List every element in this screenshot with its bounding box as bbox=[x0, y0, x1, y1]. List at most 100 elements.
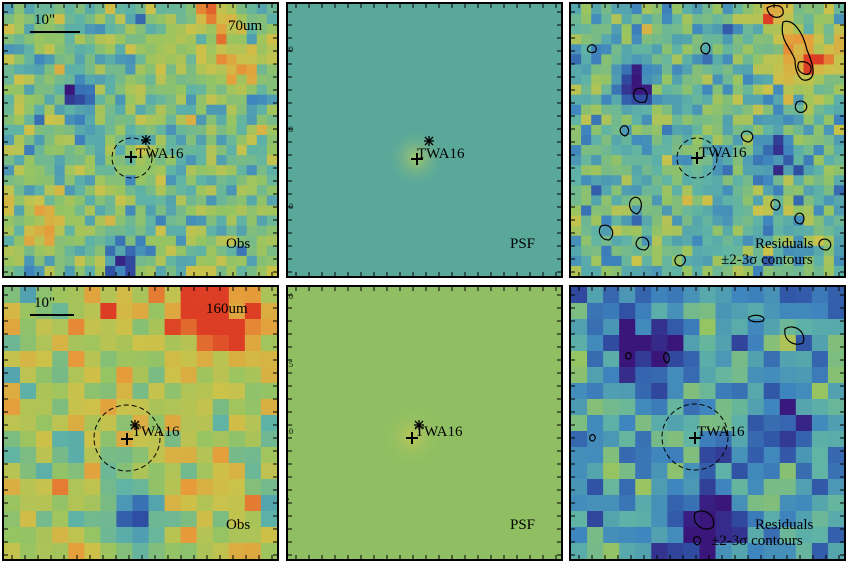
heatmap-pixel bbox=[603, 543, 620, 559]
heatmap-pixel bbox=[793, 215, 805, 227]
heatmap-pixel bbox=[763, 24, 774, 35]
heatmap-pixel bbox=[601, 24, 613, 35]
heatmap-pixel bbox=[34, 255, 46, 267]
heatmap-pixel bbox=[84, 511, 101, 528]
heatmap-pixel bbox=[591, 84, 602, 96]
heatmap-pixel bbox=[682, 64, 693, 76]
heatmap-pixel bbox=[206, 235, 217, 247]
heatmap-pixel bbox=[779, 415, 797, 432]
axis-tick-label: 5 bbox=[288, 495, 289, 503]
heatmap-pixel bbox=[827, 479, 844, 496]
target-label: TWA16 bbox=[697, 424, 745, 440]
heatmap-pixel bbox=[692, 114, 704, 126]
heatmap-pixel bbox=[692, 255, 704, 267]
heatmap-pixel bbox=[715, 351, 733, 368]
heatmap-pixel bbox=[36, 399, 53, 416]
heatmap-pixel bbox=[773, 84, 784, 96]
heatmap-pixel bbox=[732, 245, 744, 257]
heatmap-pixel bbox=[641, 215, 653, 227]
heatmap-pixel bbox=[692, 124, 704, 136]
heatmap-pixel bbox=[216, 124, 228, 136]
heatmap-pixel bbox=[603, 479, 620, 496]
heatmap-pixel bbox=[216, 4, 228, 15]
heatmap-pixel bbox=[662, 94, 673, 106]
heatmap-pixel bbox=[763, 124, 774, 136]
heatmap-pixel bbox=[587, 447, 604, 464]
heatmap-pixel bbox=[732, 94, 744, 106]
heatmap-pixel bbox=[763, 94, 774, 106]
heatmap-pixel bbox=[833, 44, 844, 55]
heatmap-pixel bbox=[601, 34, 613, 45]
heatmap-pixel bbox=[619, 495, 636, 512]
heatmap-pixel bbox=[20, 447, 37, 464]
heatmap-pixel bbox=[702, 14, 714, 25]
heatmap-pixel bbox=[164, 399, 182, 416]
heatmap-pixel bbox=[84, 383, 101, 400]
heatmap-pixel bbox=[14, 245, 25, 257]
heatmap-pixel bbox=[4, 543, 21, 559]
heatmap-pixel bbox=[591, 215, 602, 227]
heatmap-pixel bbox=[682, 255, 693, 267]
heatmap-pixel bbox=[672, 205, 683, 217]
heatmap-pixel bbox=[175, 94, 187, 106]
heatmap-pixel bbox=[833, 145, 844, 156]
heatmap-pixel bbox=[244, 479, 262, 496]
heatmap-pixel bbox=[783, 255, 795, 267]
heatmap-pixel bbox=[619, 415, 636, 432]
heatmap-pixel bbox=[226, 74, 238, 86]
heatmap-pixel bbox=[811, 431, 829, 448]
heatmap-pixel bbox=[783, 24, 795, 35]
heatmap-pixel bbox=[621, 124, 633, 136]
heatmap-pixel bbox=[715, 527, 733, 544]
heatmap-pixel bbox=[682, 235, 693, 247]
heatmap-pixel bbox=[68, 367, 85, 384]
heatmap-pixel bbox=[712, 145, 724, 156]
heatmap-pixel bbox=[244, 367, 262, 384]
heatmap-pixel bbox=[803, 175, 815, 186]
heatmap-pixel bbox=[266, 114, 277, 126]
heatmap-pixel bbox=[823, 24, 835, 35]
corner-label-line1: Residuals bbox=[755, 517, 814, 533]
heatmap-pixel bbox=[833, 215, 844, 227]
heatmap-pixel bbox=[148, 367, 166, 384]
heatmap-pixel bbox=[641, 114, 653, 126]
heatmap-pixel bbox=[260, 511, 277, 528]
heatmap-pixel bbox=[667, 495, 685, 512]
heatmap-pixel bbox=[105, 145, 116, 156]
heatmap-pixel bbox=[591, 255, 602, 267]
heatmap-pixel bbox=[682, 44, 693, 55]
heatmap-pixel bbox=[115, 104, 126, 116]
heatmap-pixel bbox=[84, 479, 101, 496]
heatmap-pixel bbox=[811, 495, 829, 512]
heatmap-pixel bbox=[581, 195, 592, 207]
heatmap-pixel bbox=[196, 185, 207, 196]
heatmap-pixel bbox=[244, 383, 262, 400]
heatmap-pixel bbox=[571, 265, 582, 276]
heatmap-pixel bbox=[699, 543, 717, 559]
panel-psf-160um: 20 15 10 5 TWA16 PSF bbox=[286, 285, 563, 561]
heatmap-pixel bbox=[742, 175, 754, 186]
heatmap-pixel bbox=[236, 74, 248, 86]
heatmap-pixel bbox=[115, 165, 126, 176]
heatmap-pixel bbox=[742, 34, 754, 45]
heatmap-pixel bbox=[226, 64, 238, 76]
heatmap-pixel bbox=[4, 265, 15, 276]
heatmap-pixel bbox=[601, 165, 613, 176]
heatmap-pixel bbox=[175, 165, 187, 176]
heatmap-pixel bbox=[611, 134, 623, 146]
heatmap-pixel bbox=[635, 383, 652, 400]
heatmap-pixel bbox=[803, 44, 815, 55]
heatmap-pixel bbox=[722, 195, 734, 207]
heatmap-pixel bbox=[731, 319, 749, 336]
heatmap-pixel bbox=[236, 195, 248, 207]
heatmap-pixel bbox=[682, 265, 693, 276]
heatmap-pixel bbox=[621, 175, 633, 186]
heatmap-pixel bbox=[236, 104, 248, 116]
heatmap-pixel bbox=[228, 351, 246, 368]
heatmap-pixel bbox=[165, 34, 177, 45]
heatmap-pixel bbox=[619, 447, 636, 464]
heatmap-pixel bbox=[581, 44, 592, 55]
heatmap-pixel bbox=[813, 175, 825, 186]
heatmap-pixel bbox=[803, 145, 815, 156]
heatmap-pixel bbox=[34, 34, 46, 45]
